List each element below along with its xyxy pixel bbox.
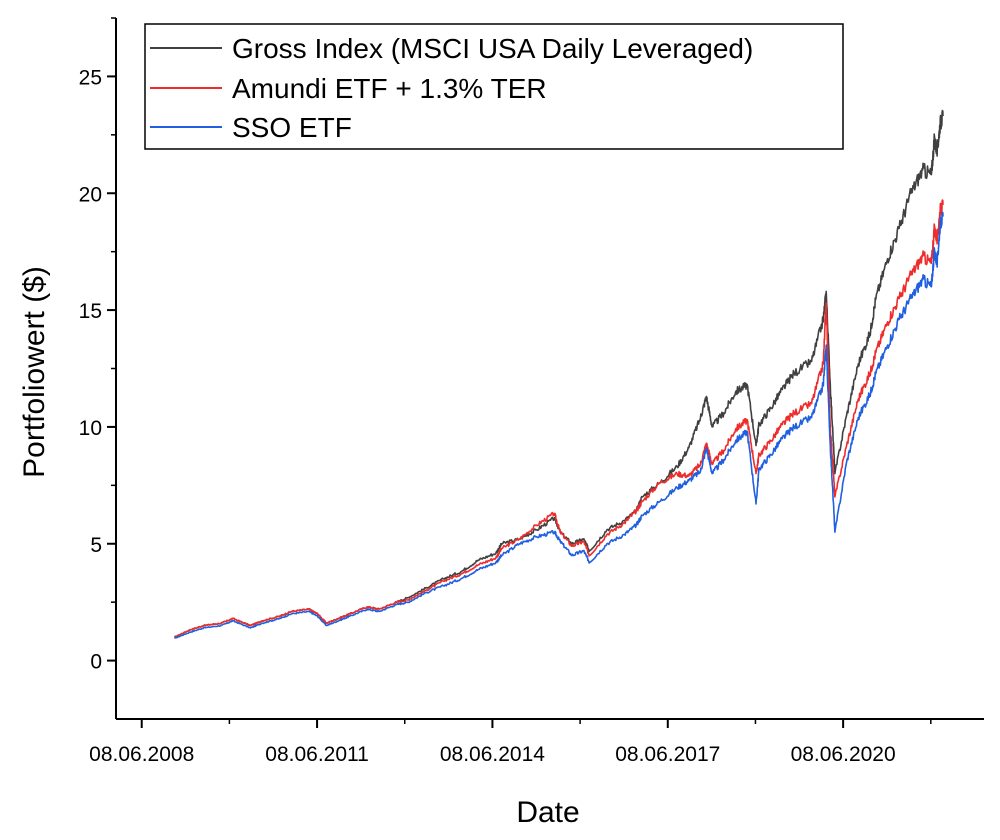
x-axis-title: Date xyxy=(516,796,579,829)
y-ticks: 0 5 10 15 20 25 xyxy=(79,17,116,674)
legend-label-sso: SSO ETF xyxy=(232,112,352,143)
x-tick-label: 08.06.2017 xyxy=(615,743,720,766)
x-ticks: 08.06.2008 08.06.2011 08.06.2014 08.06.2017… xyxy=(89,719,932,766)
series-lines xyxy=(173,109,944,640)
legend-label-amundi: Amundi ETF + 1.3% TER xyxy=(232,73,547,104)
y-tick-label: 10 xyxy=(79,417,102,440)
y-tick-label: 20 xyxy=(79,183,102,206)
x-tick-label: 08.06.2020 xyxy=(791,743,896,766)
series-line-2 xyxy=(174,211,944,640)
legend: Gross Index (MSCI USA Daily Leveraged) A… xyxy=(144,23,844,150)
x-tick-label: 08.06.2014 xyxy=(440,743,545,766)
y-axis-title: Portfoliowert ($) xyxy=(18,266,51,478)
legend-label-gross: Gross Index (MSCI USA Daily Leveraged) xyxy=(232,33,753,64)
y-tick-label: 15 xyxy=(79,300,102,323)
y-tick-label: 25 xyxy=(79,66,102,89)
y-tick-label: 5 xyxy=(90,534,102,557)
x-tick-label: 08.06.2008 xyxy=(89,743,194,766)
y-tick-label: 0 xyxy=(90,651,102,674)
legend-box xyxy=(144,23,844,150)
series-line-1 xyxy=(173,199,944,638)
x-tick-label: 08.06.2011 xyxy=(265,743,369,766)
